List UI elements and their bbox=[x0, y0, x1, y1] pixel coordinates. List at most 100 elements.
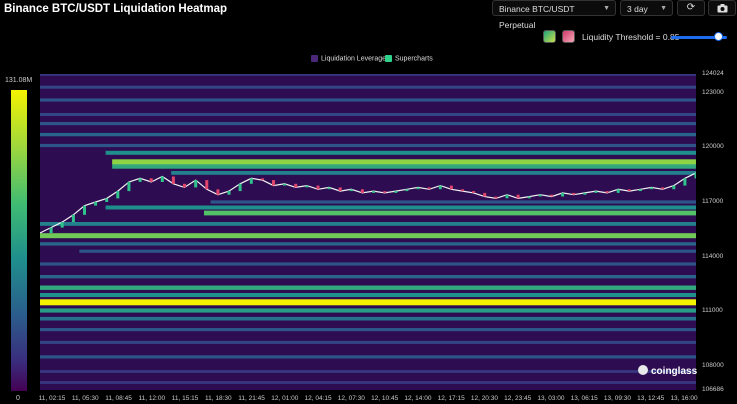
coinglass-logo: coinglass bbox=[638, 365, 697, 377]
candle bbox=[105, 198, 109, 202]
legend-item-supercharts[interactable]: Supercharts bbox=[385, 55, 433, 62]
candle bbox=[305, 185, 309, 188]
color-scheme-green-swatch[interactable] bbox=[543, 30, 556, 43]
liquidation-band bbox=[40, 85, 696, 89]
legend-item-liquidation-leverage[interactable]: Liquidation Leverage bbox=[311, 55, 386, 62]
candle bbox=[372, 191, 376, 193]
screenshot-button[interactable] bbox=[708, 0, 736, 16]
candle bbox=[294, 183, 298, 188]
liquidation-band bbox=[40, 98, 696, 102]
watermark-text: coinglass bbox=[651, 366, 698, 377]
liquidation-band bbox=[40, 132, 696, 137]
candle bbox=[71, 214, 75, 223]
candle bbox=[349, 189, 353, 192]
y-tick-label: 114000 bbox=[702, 252, 724, 260]
candle bbox=[272, 180, 275, 186]
candle bbox=[527, 196, 531, 199]
candle bbox=[683, 178, 687, 186]
threshold-slider-track[interactable] bbox=[671, 35, 727, 39]
liquidation-band bbox=[40, 262, 696, 266]
liquidation-band bbox=[210, 200, 696, 204]
x-tick-label: 13, 09:30 bbox=[603, 395, 632, 402]
candle bbox=[138, 178, 142, 182]
liquidation-band bbox=[171, 171, 696, 175]
refresh-button[interactable]: ⟳ bbox=[677, 0, 705, 16]
x-tick-label: 11, 02:15 bbox=[38, 395, 66, 402]
candle bbox=[405, 189, 409, 192]
liquidation-band bbox=[40, 143, 696, 148]
candle bbox=[394, 191, 398, 193]
candle bbox=[249, 178, 253, 184]
threshold-slider-handle[interactable] bbox=[714, 32, 724, 41]
x-tick-label: 12, 01:00 bbox=[271, 395, 299, 402]
y-tick-label: 117000 bbox=[702, 198, 724, 206]
x-tick-label: 12, 07:30 bbox=[337, 395, 365, 402]
x-tick-label: 12, 14:00 bbox=[404, 395, 432, 402]
candle bbox=[472, 191, 476, 193]
candle bbox=[538, 194, 542, 197]
y-tick-label: 108000 bbox=[702, 362, 724, 370]
candle bbox=[316, 185, 320, 190]
candle bbox=[338, 187, 342, 191]
candle bbox=[616, 189, 620, 193]
candle bbox=[194, 180, 198, 188]
pair-select[interactable]: Binance BTC/USDT Perpetual ▼ bbox=[492, 0, 616, 30]
candle bbox=[561, 192, 565, 197]
x-tick-label: 12, 23:45 bbox=[504, 395, 532, 402]
liquidation-band bbox=[204, 210, 696, 216]
candle bbox=[483, 192, 487, 197]
liquidation-band bbox=[40, 233, 696, 239]
x-tick-label: 12, 10:45 bbox=[371, 395, 399, 402]
y-tick-label: 124024 bbox=[702, 70, 724, 77]
pair-select-value: Binance BTC/USDT Perpetual bbox=[499, 4, 575, 30]
x-tick-label: 13, 16:00 bbox=[670, 395, 698, 402]
x-tick-label: 11, 12:00 bbox=[138, 395, 166, 402]
candle bbox=[638, 189, 642, 192]
candle bbox=[327, 187, 331, 190]
x-tick-label: 12, 20:30 bbox=[470, 395, 498, 402]
legend-swatch bbox=[385, 55, 392, 62]
liquidation-band bbox=[40, 299, 696, 306]
y-tick-label: 106686 bbox=[702, 386, 724, 393]
candle bbox=[461, 189, 464, 192]
liquidation-band bbox=[40, 381, 696, 384]
price-line bbox=[40, 172, 696, 234]
liquidation-band bbox=[40, 275, 696, 279]
candle bbox=[505, 194, 509, 199]
x-tick-label: 13, 12:45 bbox=[637, 395, 665, 402]
liquidation-band bbox=[40, 355, 696, 359]
candle bbox=[171, 176, 175, 184]
candle bbox=[283, 183, 287, 186]
candle bbox=[494, 196, 498, 199]
range-select-value: 3 day bbox=[627, 4, 648, 14]
candle bbox=[83, 205, 86, 215]
color-scheme-pink-swatch[interactable] bbox=[562, 30, 575, 43]
legend-swatch bbox=[311, 55, 318, 62]
candle bbox=[127, 182, 131, 192]
candle bbox=[205, 180, 209, 190]
y-tick-label: 120000 bbox=[702, 143, 724, 151]
candle bbox=[449, 185, 453, 190]
candle bbox=[438, 185, 442, 190]
x-tick-label: 12, 17:15 bbox=[437, 395, 465, 402]
liquidation-band bbox=[40, 122, 696, 126]
candle bbox=[94, 202, 98, 206]
candle bbox=[650, 187, 653, 190]
colorbar-max-label: 131.08M bbox=[5, 77, 33, 84]
y-tick-label: 111000 bbox=[702, 307, 723, 315]
range-select[interactable]: 3 day ▼ bbox=[620, 0, 673, 16]
liquidation-band bbox=[40, 370, 696, 373]
x-tick-label: 13, 06:15 bbox=[570, 395, 598, 402]
x-tick-label: 11, 18:30 bbox=[204, 395, 232, 402]
candle bbox=[116, 191, 120, 199]
candle bbox=[216, 189, 220, 195]
liquidation-band bbox=[40, 74, 696, 76]
liquidation-band bbox=[112, 164, 696, 169]
heatmap-plot-area[interactable] bbox=[40, 74, 696, 390]
candle bbox=[227, 191, 231, 195]
x-tick-label: 12, 04:15 bbox=[304, 395, 332, 402]
candle bbox=[360, 189, 364, 193]
candle bbox=[516, 194, 520, 199]
candle bbox=[427, 187, 431, 190]
refresh-icon: ⟳ bbox=[686, 2, 696, 13]
